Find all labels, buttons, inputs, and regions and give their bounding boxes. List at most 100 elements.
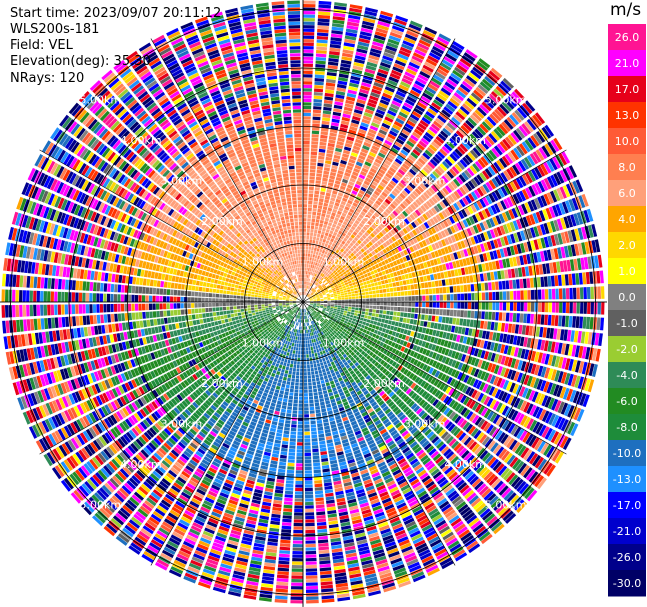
velocity-gate (347, 260, 352, 264)
velocity-gate (490, 130, 501, 141)
velocity-gate (317, 302, 321, 304)
velocity-gate (380, 353, 386, 359)
velocity-gate (403, 285, 408, 291)
velocity-gate (331, 193, 337, 199)
velocity-gate (375, 135, 384, 142)
velocity-gate (536, 225, 543, 236)
velocity-gate (380, 213, 387, 220)
velocity-gate (342, 353, 347, 359)
velocity-gate (550, 248, 556, 260)
velocity-gate (586, 287, 591, 299)
velocity-gate (319, 248, 323, 253)
velocity-gate (372, 294, 377, 298)
velocity-gate (392, 200, 399, 207)
velocity-gate (473, 348, 479, 357)
velocity-gate (422, 295, 426, 301)
velocity-gate (317, 14, 331, 19)
velocity-gate (457, 503, 469, 514)
velocity-gate (321, 257, 325, 262)
velocity-gate (376, 155, 384, 162)
velocity-gate (450, 302, 454, 309)
velocity-gate (403, 312, 408, 318)
velocity-gate (329, 317, 334, 321)
velocity-gate (523, 313, 527, 324)
velocity-gate (440, 87, 452, 96)
velocity-gate (304, 445, 311, 450)
velocity-gate (387, 133, 396, 140)
velocity-gate (348, 296, 352, 300)
velocity-gate (309, 298, 313, 301)
velocity-gate (349, 82, 359, 88)
velocity-gate (368, 98, 378, 105)
velocity-gate (477, 158, 486, 169)
velocity-gate (438, 212, 445, 220)
velocity-gate (437, 372, 444, 380)
velocity-gate (360, 340, 365, 345)
velocity-gate (396, 155, 405, 162)
velocity-gate (511, 324, 516, 334)
velocity-gate (355, 293, 359, 296)
velocity-gate (312, 342, 315, 347)
velocity-gate (310, 279, 313, 283)
velocity-gate (409, 319, 414, 325)
velocity-gate (381, 145, 389, 153)
velocity-gate (306, 333, 309, 337)
velocity-gate (403, 249, 408, 256)
velocity-gate (416, 397, 423, 404)
velocity-gate (498, 213, 505, 224)
velocity-gate (506, 454, 516, 466)
velocity-gate (305, 249, 308, 254)
velocity-gate (389, 287, 394, 292)
velocity-gate (324, 282, 329, 286)
velocity-gate (441, 482, 451, 491)
velocity-gate (409, 246, 415, 253)
velocity-gate (319, 141, 327, 146)
velocity-gate (396, 338, 401, 344)
velocity-gate (553, 432, 563, 445)
velocity-gate (523, 374, 530, 386)
velocity-gate (383, 188, 390, 195)
velocity-gate (500, 186, 508, 197)
velocity-gate (450, 270, 455, 277)
velocity-gate (327, 314, 331, 318)
velocity-gate (469, 246, 476, 255)
velocity-gate (385, 156, 394, 163)
velocity-gate (334, 347, 338, 352)
velocity-gate (403, 235, 409, 242)
velocity-gate (304, 428, 310, 432)
velocity-gate (309, 257, 312, 261)
velocity-gate (309, 303, 313, 305)
velocity-gate (408, 372, 415, 380)
velocity-gate (329, 51, 340, 56)
velocity-gate (343, 175, 350, 181)
velocity-gate (564, 231, 570, 243)
velocity-gate (563, 403, 572, 417)
velocity-gate (336, 336, 340, 341)
velocity-gate (339, 66, 351, 72)
velocity-gate (323, 271, 327, 275)
velocity-gate (363, 245, 368, 251)
velocity-gate (511, 207, 519, 218)
velocity-gate (472, 379, 479, 388)
velocity-gate (297, 421, 303, 425)
velocity-gate (446, 468, 456, 478)
velocity-gate (305, 285, 308, 289)
velocity-gate (456, 188, 464, 198)
velocity-gate (342, 277, 347, 281)
velocity-gate (536, 277, 541, 288)
velocity-gate (305, 292, 308, 296)
velocity-gate (513, 371, 520, 382)
velocity-gate (351, 239, 357, 245)
velocity-gate (437, 458, 446, 467)
velocity-gate (376, 24, 389, 31)
velocity-gate (431, 344, 437, 351)
velocity-gate (423, 221, 430, 229)
velocity-gate (532, 421, 541, 433)
velocity-gate (342, 255, 347, 260)
velocity-gate (448, 471, 458, 481)
velocity-gate (373, 37, 385, 45)
velocity-gate (553, 219, 560, 232)
velocity-gate (408, 223, 414, 231)
velocity-gate (320, 277, 324, 281)
velocity-gate (328, 233, 333, 238)
